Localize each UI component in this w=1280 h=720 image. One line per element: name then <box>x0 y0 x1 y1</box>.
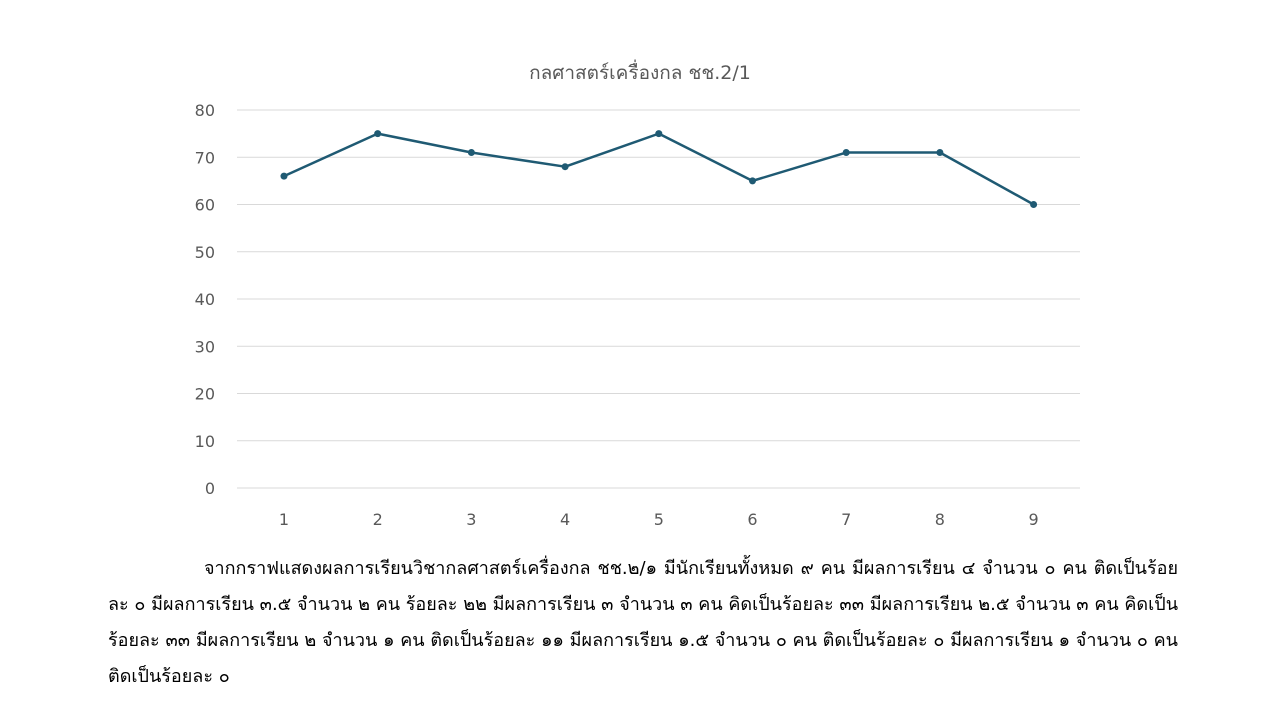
y-tick-label: 80 <box>195 101 215 120</box>
x-tick-label: 2 <box>373 510 383 529</box>
data-point <box>749 177 756 185</box>
y-tick-label: 60 <box>195 196 215 215</box>
data-point <box>1030 201 1038 208</box>
series-line-layer <box>283 132 1035 206</box>
x-tick-label: 5 <box>654 510 664 529</box>
data-point <box>655 130 663 138</box>
series-line <box>283 132 1035 206</box>
y-tick-label: 40 <box>195 290 215 309</box>
y-tick-label: 30 <box>195 337 215 356</box>
x-tick-label: 1 <box>279 510 289 529</box>
y-tick-label: 70 <box>195 148 215 167</box>
y-tick-label: 50 <box>195 243 215 262</box>
data-point <box>842 149 850 157</box>
x-tick-label: 8 <box>935 510 945 529</box>
x-tick-label: 3 <box>466 510 476 529</box>
x-axis-ticks: 1 2 3 4 5 6 7 8 9 <box>279 510 1039 529</box>
x-tick-label: 4 <box>560 510 570 529</box>
data-point <box>561 163 569 171</box>
y-tick-label: 10 <box>195 432 215 451</box>
data-point <box>936 149 944 157</box>
line-chart: 0 10 20 30 40 50 60 70 80 1 2 3 4 5 6 7 8 9 <box>195 101 1080 529</box>
summary-paragraph: จากกราฟแสดงผลการเรียนวิชากลศาสตร์เครื่อง… <box>108 558 1179 687</box>
data-points <box>280 130 1038 208</box>
y-axis-ticks: 0 10 20 30 40 50 60 70 80 <box>195 101 215 498</box>
data-point <box>280 172 288 180</box>
data-point <box>467 149 475 157</box>
chart-title: กลศาสตร์เครื่องกล ชช.2/1 <box>529 62 751 84</box>
y-tick-label: 20 <box>195 385 215 404</box>
y-tick-label: 0 <box>205 479 215 498</box>
x-tick-label: 6 <box>747 510 757 529</box>
x-tick-label: 9 <box>1029 510 1039 529</box>
x-tick-label: 7 <box>841 510 851 529</box>
gridlines <box>237 109 1080 489</box>
data-point <box>374 130 382 138</box>
